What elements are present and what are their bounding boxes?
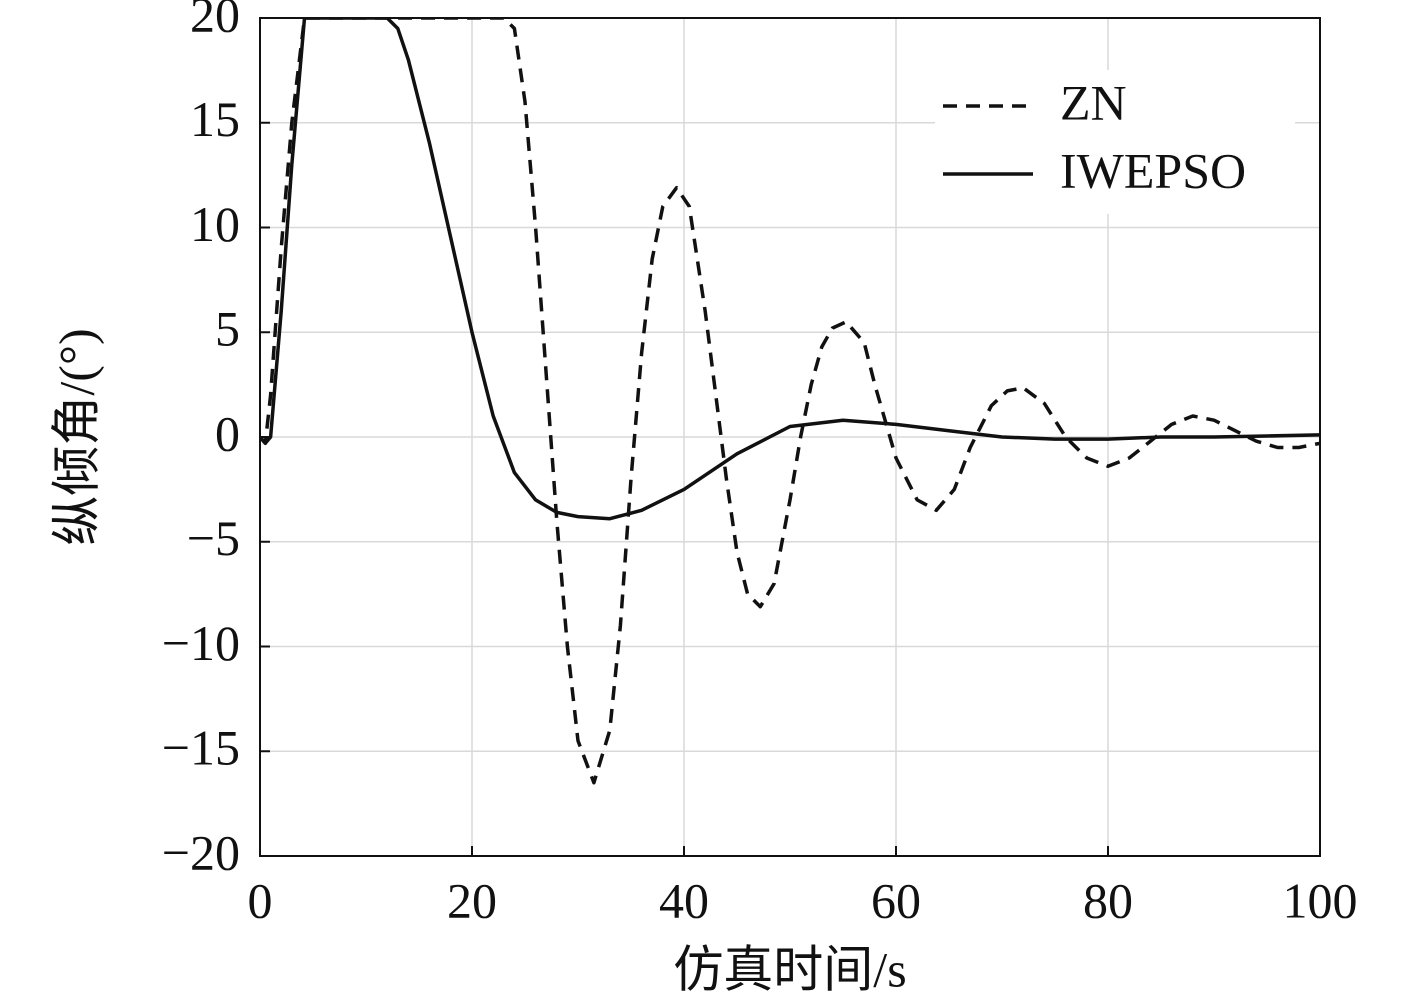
y-tick-label: −15 [162,720,240,776]
y-axis-label: 纵倾角/(°) [48,328,104,545]
x-tick-label: 100 [1283,872,1358,928]
y-tick-label: −20 [162,824,240,880]
series-line [260,18,1320,785]
series-line [260,18,1320,521]
y-tick-label: 20 [190,0,240,42]
x-tick-label: 40 [659,872,709,928]
y-tick-label: 5 [215,301,240,357]
y-tick-label: 15 [190,91,240,147]
y-tick-label: −5 [187,510,240,566]
x-tick-label: 0 [248,872,273,928]
legend-label: IWEPSO [1060,142,1246,198]
x-tick-label: 80 [1083,872,1133,928]
y-tick-label: 0 [215,405,240,461]
legend-box [935,70,1295,214]
x-tick-label: 60 [871,872,921,928]
legend-label: ZN [1060,74,1127,130]
y-tick-label: −10 [162,615,240,671]
y-tick-label: 10 [190,196,240,252]
x-tick-label: 20 [447,872,497,928]
x-axis-label: 仿真时间/s [673,941,906,997]
plot-lines [260,18,1320,785]
